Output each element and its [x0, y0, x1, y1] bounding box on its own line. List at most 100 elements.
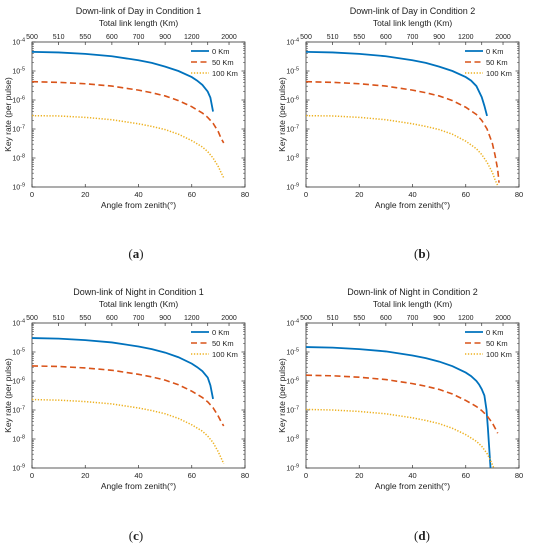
legend-entry: 0 Km	[212, 328, 230, 337]
top-tick-label: 900	[159, 315, 171, 322]
y-tick-label: 10-7	[12, 406, 25, 415]
top-tick-label: 600	[380, 315, 392, 322]
series-line-0-km	[31, 50, 214, 112]
y-tick-label: 10-6	[12, 377, 25, 386]
y-tick-label: 10-7	[286, 406, 299, 415]
x-tick-label: 80	[241, 190, 249, 199]
y-tick-label: 10-8	[286, 154, 299, 163]
series-line-50-km	[31, 365, 225, 427]
legend-entry: 50 Km	[212, 339, 234, 348]
x-tick-label: 40	[408, 190, 416, 199]
chart-title: Down-link of Night in Condition 1	[73, 287, 204, 297]
top-tick-label: 2000	[495, 34, 511, 41]
subfigure-label-c: (c)	[128, 528, 144, 543]
legend-entry: 0 Km	[212, 47, 230, 56]
y-tick-label: 10-9	[12, 183, 25, 192]
panel-d: Down-link of Night in Condition 2 Total l…	[274, 281, 547, 556]
top-tick-label: 2000	[221, 34, 237, 41]
top-tick-label: 1200	[184, 34, 200, 41]
top-tick-label: 600	[106, 34, 118, 41]
subfigure-label-d: (d)	[414, 528, 430, 543]
x-tick-label: 60	[462, 471, 470, 480]
y-tick-label: 10-7	[12, 125, 25, 134]
top-tick-label: 900	[159, 34, 171, 41]
legend-entry: 0 Km	[486, 328, 504, 337]
x-tick-label: 60	[188, 190, 196, 199]
series-line-100-km	[31, 114, 225, 179]
series-line-0-km	[305, 50, 488, 117]
top-axis-label: Total link length (Km)	[99, 18, 179, 28]
x-axis-label: Angle from zenith(°)	[375, 481, 450, 491]
y-tick-label: 10-4	[286, 38, 299, 47]
top-tick-label: 550	[79, 34, 91, 41]
x-tick-label: 0	[30, 190, 34, 199]
chart-svg-d: Down-link of Night in Condition 2 Total l…	[277, 287, 523, 491]
x-tick-label: 20	[355, 190, 363, 199]
y-tick-label: 10-8	[12, 435, 25, 444]
top-tick-label: 700	[407, 34, 419, 41]
series-line-0-km	[305, 346, 492, 469]
x-axis-label: Angle from zenith(°)	[375, 200, 450, 210]
chart-title: Down-link of Day in Condition 2	[350, 6, 476, 16]
top-tick-label: 700	[133, 315, 145, 322]
y-tick-label: 10-4	[286, 319, 299, 328]
y-axis-label: Key rate (per pulse)	[277, 77, 287, 152]
y-tick-label: 10-5	[12, 348, 25, 357]
x-tick-label: 40	[408, 471, 416, 480]
y-tick-label: 10-6	[286, 96, 299, 105]
top-tick-label: 500	[26, 315, 38, 322]
top-tick-label: 600	[380, 34, 392, 41]
y-axis-label: Key rate (per pulse)	[3, 358, 13, 433]
x-tick-label: 40	[134, 190, 142, 199]
x-tick-label: 20	[81, 471, 89, 480]
y-tick-label: 10-9	[286, 183, 299, 192]
series-line-50-km	[305, 374, 499, 434]
top-tick-label: 1200	[184, 315, 200, 322]
top-tick-label: 550	[353, 34, 365, 41]
x-tick-label: 0	[304, 190, 308, 199]
series-line-100-km	[31, 398, 225, 464]
x-tick-label: 80	[241, 471, 249, 480]
y-tick-label: 10-4	[12, 319, 25, 328]
top-tick-label: 500	[300, 34, 312, 41]
y-tick-label: 10-4	[12, 38, 25, 47]
series-line-50-km	[31, 80, 225, 144]
legend-entry: 100 Km	[486, 69, 512, 78]
top-tick-label: 550	[353, 315, 365, 322]
chart-svg-b: Down-link of Day in Condition 2 Total lin…	[277, 6, 523, 210]
series-line-0-km	[31, 337, 214, 400]
x-tick-label: 0	[304, 471, 308, 480]
top-axis-label: Total link length (Km)	[373, 299, 453, 309]
y-tick-label: 10-6	[286, 377, 299, 386]
top-axis-label: Total link length (Km)	[373, 18, 453, 28]
x-axis-label: Angle from zenith(°)	[101, 200, 176, 210]
legend-entry: 50 Km	[486, 339, 508, 348]
y-tick-label: 10-5	[286, 67, 299, 76]
series-line-100-km	[305, 114, 499, 186]
chart-title: Down-link of Day in Condition 1	[76, 6, 202, 16]
legend-entry: 100 Km	[212, 350, 238, 359]
top-tick-label: 900	[433, 315, 445, 322]
x-tick-label: 80	[515, 190, 523, 199]
top-tick-label: 550	[79, 315, 91, 322]
top-tick-label: 900	[433, 34, 445, 41]
top-tick-label: 500	[300, 315, 312, 322]
y-tick-label: 10-5	[286, 348, 299, 357]
x-tick-label: 80	[515, 471, 523, 480]
legend-entry: 100 Km	[212, 69, 238, 78]
legend-entry: 50 Km	[212, 58, 234, 67]
panel-a: Down-link of Day in Condition 1 Total lin…	[0, 0, 273, 275]
y-tick-label: 10-8	[286, 435, 299, 444]
chart-svg-a: Down-link of Day in Condition 1 Total lin…	[3, 6, 249, 210]
top-tick-label: 500	[26, 34, 38, 41]
top-tick-label: 510	[53, 34, 65, 41]
x-tick-label: 40	[134, 471, 142, 480]
y-axis-label: Key rate (per pulse)	[277, 358, 287, 433]
x-tick-label: 20	[81, 190, 89, 199]
series-line-100-km	[305, 408, 495, 469]
panel-b: Down-link of Day in Condition 2 Total lin…	[274, 0, 547, 275]
legend-entry: 50 Km	[486, 58, 508, 67]
subfigure-label-b: (b)	[414, 246, 430, 261]
top-axis-label: Total link length (Km)	[99, 299, 179, 309]
